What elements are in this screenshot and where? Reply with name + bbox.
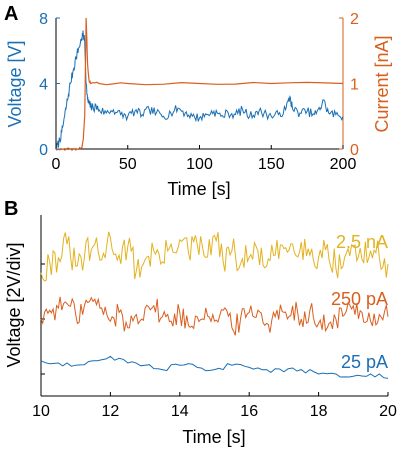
voltage-trace <box>55 30 344 151</box>
trace-2-5-na <box>40 231 389 282</box>
b-xtick-label-1: 12 <box>102 403 120 420</box>
b-xtick-label-3: 16 <box>240 403 258 420</box>
b-xtick-label-2: 14 <box>171 403 189 420</box>
b-xtick-label-4: 18 <box>310 403 328 420</box>
a-xtick-label-2: 100 <box>186 156 213 173</box>
panel-a-label: A <box>4 3 18 25</box>
panel-a-y-left-label: Voltage [V] <box>5 40 25 127</box>
b-xtick-label-0: 10 <box>32 403 50 420</box>
panel-b-x-label: Time [s] <box>182 427 245 447</box>
panel-a-x-label: Time [s] <box>167 179 230 199</box>
a-ytick-right-label-2: 2 <box>350 11 359 28</box>
a-xtick-label-0: 0 <box>52 156 61 173</box>
b-xtick-label-5: 20 <box>379 403 397 420</box>
current-trace <box>55 17 344 151</box>
a-xtick-label-4: 200 <box>330 156 357 173</box>
a-ytick-right-label-0: 0 <box>350 142 359 159</box>
a-ytick-left-label-0: 0 <box>39 142 48 159</box>
legend-2-5-na: 2.5 nA <box>336 232 388 252</box>
a-ytick-left-label-1: 4 <box>39 77 48 94</box>
a-xtick-label-1: 50 <box>119 156 137 173</box>
a-xtick-label-3: 150 <box>258 156 285 173</box>
trace-25-pa <box>40 355 389 379</box>
panel-a-y-right-label: Current [nA] <box>372 35 392 132</box>
panel-b-chart: 10 12 14 16 18 20 <box>32 215 397 420</box>
trace-250-pa <box>40 296 389 336</box>
panel-b-label: B <box>4 198 18 220</box>
a-ytick-right-label-1: 1 <box>350 77 359 94</box>
legend-25-pa: 25 pA <box>341 352 388 372</box>
a-ytick-left-label-2: 8 <box>39 11 48 28</box>
panel-b-y-label: Voltage [2V/div] <box>4 242 24 367</box>
legend-250-pa: 250 pA <box>331 289 388 309</box>
